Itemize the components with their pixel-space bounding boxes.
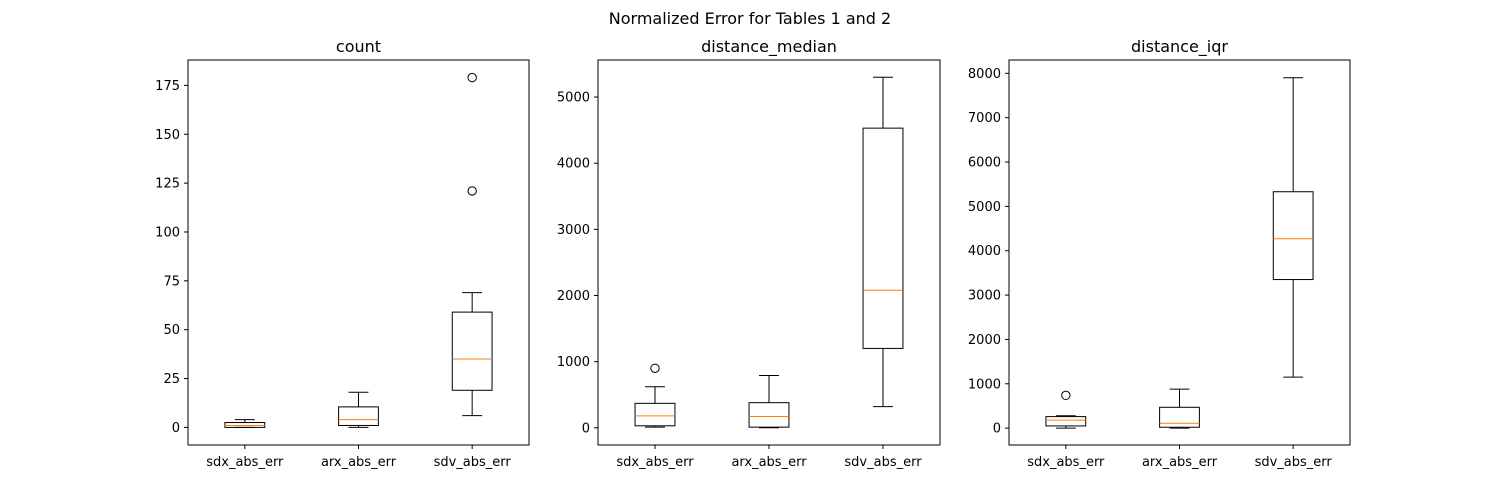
subplot-title: distance_median — [701, 37, 837, 57]
axes-frame — [187, 59, 530, 446]
subplot-title: count — [336, 37, 381, 56]
y-tick-label: 4000 — [557, 157, 590, 172]
box-sdv-abs-err — [862, 76, 904, 408]
y-tick-label: 1000 — [968, 377, 1001, 392]
box-arx-abs-err — [1159, 388, 1200, 429]
iqr-box — [634, 402, 676, 427]
y-tick-label: 50 — [163, 323, 180, 338]
y-tick-label: 4000 — [968, 244, 1001, 259]
y-tick-label: 175 — [155, 79, 180, 94]
subplots: count 0 25 50 75 100 125 150 175 sdx_abs_err arx_a… — [155, 37, 1351, 470]
box-arx-abs-err — [748, 375, 790, 429]
y-tick-label: 25 — [163, 372, 180, 387]
y-tick-label: 100 — [155, 225, 180, 240]
x-tick-label: sdx_abs_err — [616, 455, 694, 470]
x-tick-label: arx_abs_err — [1142, 455, 1218, 470]
box-sdv-abs-err — [1272, 77, 1314, 378]
y-tick-label: 1000 — [557, 355, 590, 370]
axes-frame — [1008, 59, 1351, 446]
y-tick-label: 8000 — [968, 67, 1001, 82]
iqr-box — [748, 402, 790, 428]
box-sdx-abs-err — [1045, 390, 1087, 429]
outlier-point — [467, 72, 477, 83]
box-sdx-abs-err — [634, 363, 676, 428]
y-tick-label: 75 — [163, 274, 180, 289]
iqr-box — [1045, 416, 1087, 427]
subplot-distance-median: distance_median 0 1000 2000 3000 4000 5000 sdx_… — [557, 37, 941, 470]
y-tick-label: 0 — [993, 422, 1001, 437]
y-tick-label: 0 — [582, 421, 590, 436]
figure-title: Normalized Error for Tables 1 and 2 — [609, 9, 891, 28]
iqr-box — [338, 406, 379, 426]
x-tick-label: sdx_abs_err — [206, 455, 284, 470]
y-tick-label: 5000 — [968, 200, 1001, 215]
outlier-point — [650, 363, 660, 373]
x-tick-label: sdv_abs_err — [434, 455, 512, 470]
x-tick-label: sdx_abs_err — [1027, 455, 1105, 470]
iqr-box — [1272, 191, 1314, 281]
y-tick-label: 7000 — [968, 111, 1001, 126]
box-arx-abs-err — [338, 391, 379, 428]
y-tick-label: 0 — [172, 421, 180, 436]
axes-frame — [597, 59, 941, 446]
y-tick-label: 3000 — [968, 289, 1001, 304]
y-tick-label: 6000 — [968, 156, 1001, 171]
subplot-title: distance_iqr — [1131, 37, 1228, 57]
x-tick-label: sdv_abs_err — [844, 455, 922, 470]
iqr-box — [451, 311, 493, 391]
y-tick-label: 2000 — [557, 289, 590, 304]
y-tick-label: 150 — [155, 128, 180, 143]
x-tick-label: arx_abs_err — [321, 455, 397, 470]
box-sdx-abs-err — [224, 419, 266, 428]
y-tick-label: 3000 — [557, 223, 590, 238]
y-tick-label: 125 — [155, 177, 180, 192]
iqr-box — [1159, 406, 1200, 428]
iqr-box — [862, 127, 904, 349]
x-tick-label: sdv_abs_err — [1255, 455, 1333, 470]
subplot-count: count 0 25 50 75 100 125 150 175 sdx_abs_err arx_a… — [155, 37, 530, 470]
outlier-point — [467, 186, 477, 196]
y-tick-label: 5000 — [557, 91, 590, 106]
x-tick-label: arx_abs_err — [731, 455, 807, 470]
subplot-distance-iqr: distance_iqr 0 1000 2000 3000 4000 5000 6000 700… — [968, 37, 1351, 470]
y-tick-label: 2000 — [968, 333, 1001, 348]
box-sdv-abs-err — [451, 72, 493, 417]
outlier-point — [1061, 390, 1071, 401]
